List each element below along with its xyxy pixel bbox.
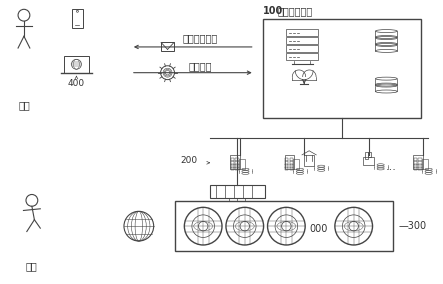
Bar bbox=[230, 155, 240, 169]
Bar bbox=[235, 158, 239, 161]
Bar bbox=[235, 161, 239, 165]
Bar bbox=[414, 167, 417, 170]
Text: 100: 100 bbox=[263, 6, 283, 16]
Bar bbox=[285, 158, 288, 161]
Text: 200: 200 bbox=[180, 156, 197, 165]
Bar bbox=[286, 37, 318, 44]
Bar bbox=[238, 159, 245, 169]
Text: —300: —300 bbox=[398, 221, 426, 231]
Bar bbox=[286, 45, 318, 52]
Bar bbox=[365, 152, 368, 159]
Bar bbox=[72, 9, 83, 28]
Text: 400: 400 bbox=[68, 79, 85, 87]
Bar bbox=[230, 164, 234, 168]
Bar bbox=[161, 43, 174, 51]
Bar bbox=[230, 161, 234, 165]
Text: 000: 000 bbox=[310, 224, 328, 234]
Text: 访客管理系统: 访客管理系统 bbox=[277, 6, 313, 16]
Bar bbox=[63, 56, 89, 73]
Text: ...: ... bbox=[386, 162, 397, 172]
Text: 生物信息: 生物信息 bbox=[188, 61, 212, 71]
Bar bbox=[293, 159, 299, 169]
Text: 访客登记链路: 访客登记链路 bbox=[183, 33, 218, 43]
Bar bbox=[414, 158, 417, 161]
Bar bbox=[290, 164, 293, 168]
Bar bbox=[418, 167, 422, 170]
Bar bbox=[210, 185, 264, 199]
Bar bbox=[363, 157, 374, 165]
Bar bbox=[235, 167, 239, 170]
Bar bbox=[285, 164, 288, 168]
Bar bbox=[422, 159, 428, 169]
Bar bbox=[418, 161, 422, 165]
Bar bbox=[235, 164, 239, 168]
Bar bbox=[230, 158, 234, 161]
Bar bbox=[286, 29, 318, 36]
Bar bbox=[285, 155, 294, 169]
Bar bbox=[290, 167, 293, 170]
Bar bbox=[286, 53, 318, 60]
Bar bbox=[418, 158, 422, 161]
Bar bbox=[290, 158, 293, 161]
Bar bbox=[413, 155, 423, 169]
Bar bbox=[175, 201, 393, 251]
Bar bbox=[230, 167, 234, 170]
Text: 访客: 访客 bbox=[26, 261, 38, 271]
Bar bbox=[414, 164, 417, 168]
Bar bbox=[285, 161, 288, 165]
Bar bbox=[414, 161, 417, 165]
Bar bbox=[290, 161, 293, 165]
Bar bbox=[418, 164, 422, 168]
Bar bbox=[263, 19, 421, 118]
Text: 访客: 访客 bbox=[18, 100, 30, 110]
Bar bbox=[304, 155, 314, 166]
Bar bbox=[285, 167, 288, 170]
Bar bbox=[368, 152, 371, 157]
